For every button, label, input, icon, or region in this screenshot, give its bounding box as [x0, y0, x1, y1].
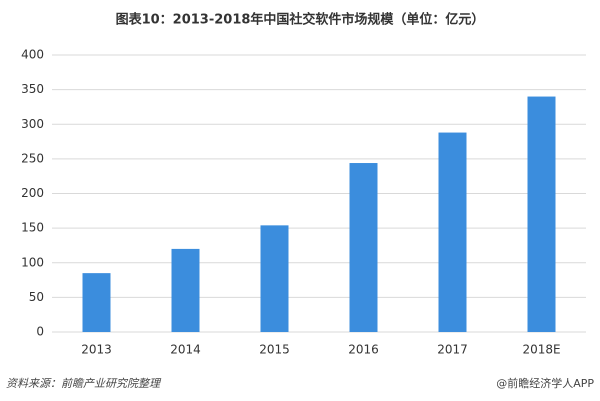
y-tick-label: 350: [21, 82, 44, 96]
y-tick-label: 400: [21, 48, 44, 62]
y-tick-label: 250: [21, 151, 44, 165]
bar: [260, 225, 289, 332]
credit: @前瞻经济学人APP: [496, 376, 594, 390]
x-tick-label: 2017: [437, 343, 468, 357]
y-tick-label: 100: [21, 255, 44, 269]
chart-title: 图表10：2013-2018年中国社交软件市场规模（单位：亿元）: [116, 12, 485, 28]
y-tick-label: 150: [21, 221, 44, 235]
source: 资料来源：前瞻产业研究院整理: [6, 377, 162, 390]
y-tick-label: 50: [29, 290, 44, 304]
bar: [171, 248, 200, 332]
bar: [82, 273, 111, 332]
y-tick-label: 300: [21, 117, 44, 131]
x-tick-label: 2013: [81, 343, 112, 357]
bar: [438, 132, 467, 332]
x-tick-label: 2016: [348, 343, 379, 357]
x-tick-label: 2014: [170, 343, 201, 357]
y-tick-label: 0: [36, 325, 44, 339]
x-tick-label: 2018E: [522, 343, 560, 357]
y-tick-label: 200: [21, 186, 44, 200]
bar: [527, 96, 556, 332]
x-tick-label: 2015: [259, 343, 290, 357]
bar: [349, 163, 378, 332]
